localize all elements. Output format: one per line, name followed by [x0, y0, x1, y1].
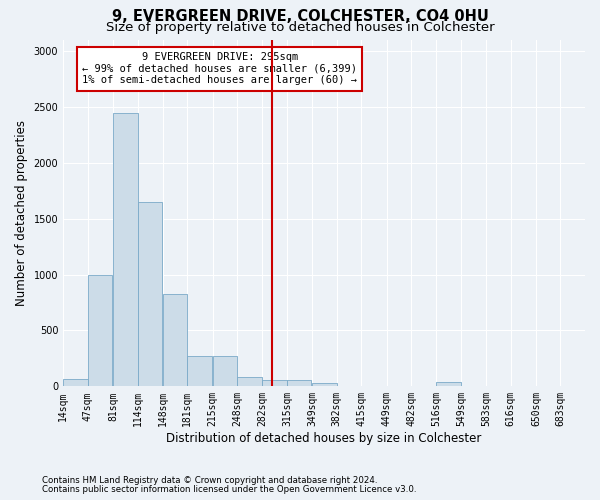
- X-axis label: Distribution of detached houses by size in Colchester: Distribution of detached houses by size …: [166, 432, 482, 445]
- Bar: [436, 382, 461, 386]
- Bar: [212, 356, 237, 386]
- Bar: [237, 378, 262, 386]
- Text: 9, EVERGREEN DRIVE, COLCHESTER, CO4 0HU: 9, EVERGREEN DRIVE, COLCHESTER, CO4 0HU: [112, 9, 488, 24]
- Bar: [187, 356, 212, 386]
- Bar: [113, 112, 137, 386]
- Text: Contains HM Land Registry data © Crown copyright and database right 2024.: Contains HM Land Registry data © Crown c…: [42, 476, 377, 485]
- Bar: [63, 378, 88, 386]
- Y-axis label: Number of detached properties: Number of detached properties: [15, 120, 28, 306]
- Text: Contains public sector information licensed under the Open Government Licence v3: Contains public sector information licen…: [42, 485, 416, 494]
- Bar: [287, 380, 311, 386]
- Bar: [137, 202, 162, 386]
- Bar: [312, 383, 337, 386]
- Text: 9 EVERGREEN DRIVE: 295sqm
← 99% of detached houses are smaller (6,399)
1% of sem: 9 EVERGREEN DRIVE: 295sqm ← 99% of detac…: [82, 52, 357, 86]
- Bar: [88, 274, 112, 386]
- Bar: [163, 294, 187, 386]
- Bar: [262, 380, 287, 386]
- Text: Size of property relative to detached houses in Colchester: Size of property relative to detached ho…: [106, 21, 494, 34]
